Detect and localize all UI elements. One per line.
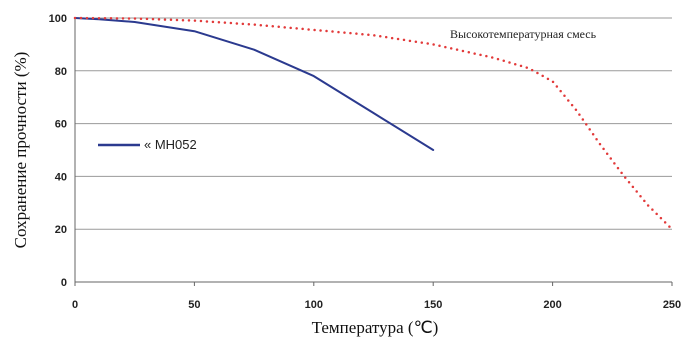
y-tick-labels: 0 20 40 60 80 100 (49, 13, 67, 289)
x-tick-label: 250 (663, 299, 681, 311)
x-tick-label: 200 (543, 299, 561, 311)
series-line-mh052 (74, 17, 435, 151)
grid-lines (75, 17, 672, 230)
x-tick-label: 50 (188, 299, 200, 311)
x-axis-title: Температура (℃) (312, 318, 439, 337)
series-lines (73, 16, 674, 231)
y-tick-label: 80 (55, 66, 67, 78)
y-tick-label: 40 (55, 171, 67, 183)
series-annotation-high-temp: Высокотемпературная смесь (450, 27, 597, 41)
legend: « MH052 (98, 137, 197, 152)
y-tick-label: 20 (55, 224, 67, 236)
y-tick-label: 0 (61, 277, 67, 289)
x-tick-label: 150 (424, 299, 442, 311)
y-tick-label: 100 (49, 13, 67, 25)
x-tick-label: 0 (72, 299, 78, 311)
y-axis-title: Сохранение прочности (%) (11, 52, 30, 249)
axes (74, 18, 673, 286)
series-line-high-temp-mix (73, 16, 674, 231)
x-tick-labels: 0 50 100 150 200 250 (72, 299, 681, 311)
y-tick-label: 60 (55, 119, 67, 131)
x-tick-label: 100 (305, 299, 323, 311)
legend-label-mh052: « MH052 (144, 137, 197, 152)
